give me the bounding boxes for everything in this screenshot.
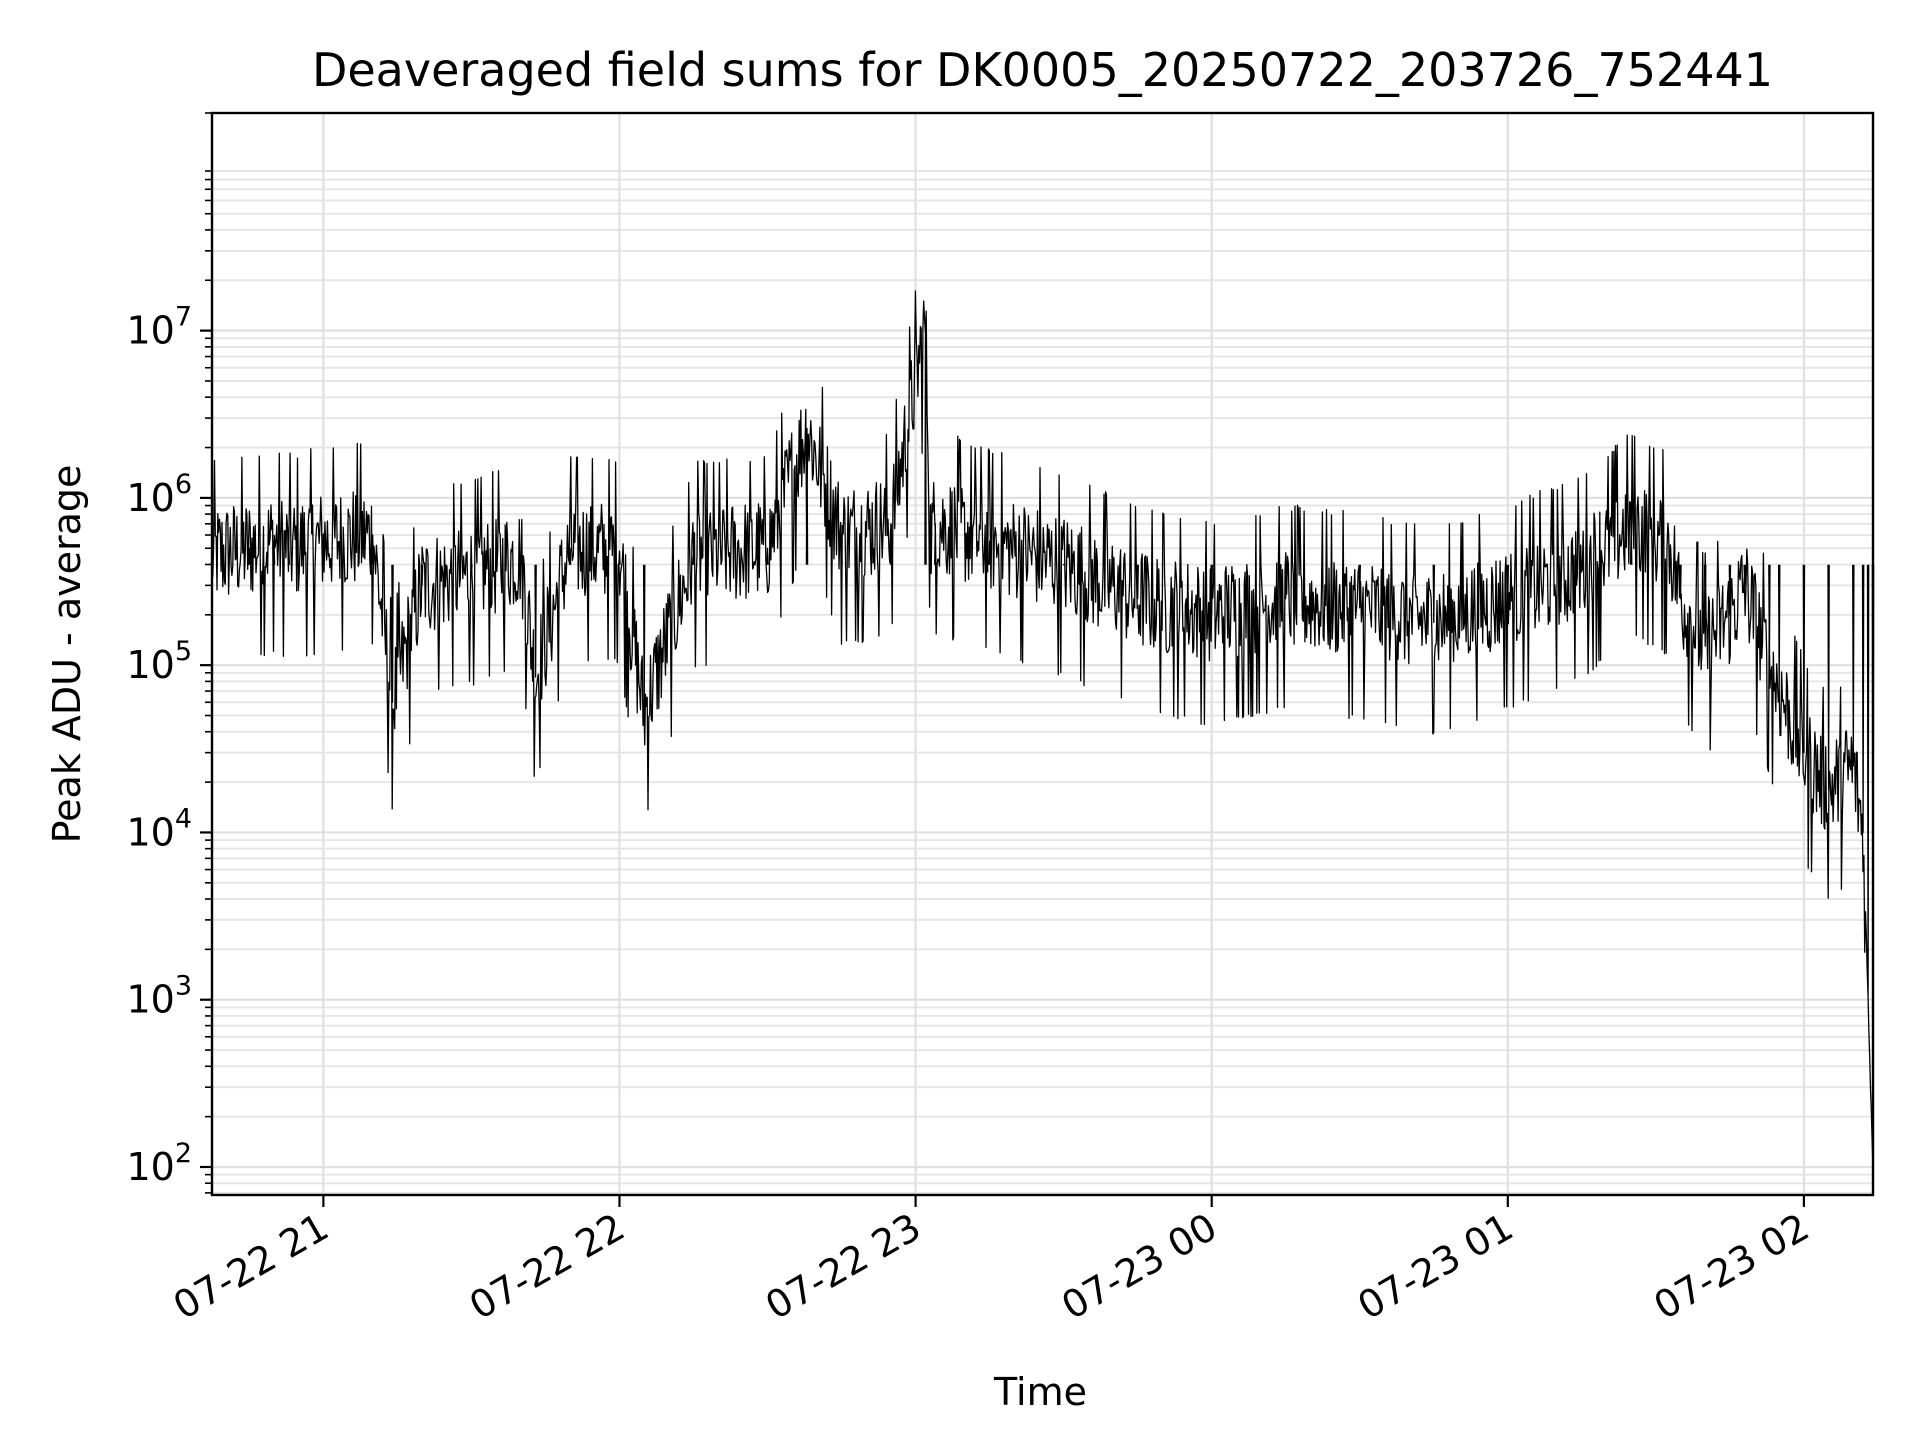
grid <box>212 112 1873 1195</box>
y-tick-label: 103 <box>126 971 192 1022</box>
chart-title: Deaveraged field sums for DK0005_2025072… <box>312 43 1773 97</box>
y-tick-label: 106 <box>126 469 192 520</box>
y-axis-label: Peak ADU - average <box>45 465 89 844</box>
series-layer <box>210 290 1875 1168</box>
y-tick-label: 102 <box>126 1138 192 1189</box>
y-tick-label: 107 <box>126 302 192 353</box>
y-tick-label: 104 <box>126 803 192 854</box>
series-line <box>210 290 1875 1168</box>
y-tick-label: 105 <box>126 636 192 687</box>
x-axis-label: Time <box>993 1370 1087 1414</box>
plot-frame <box>210 111 1875 1197</box>
